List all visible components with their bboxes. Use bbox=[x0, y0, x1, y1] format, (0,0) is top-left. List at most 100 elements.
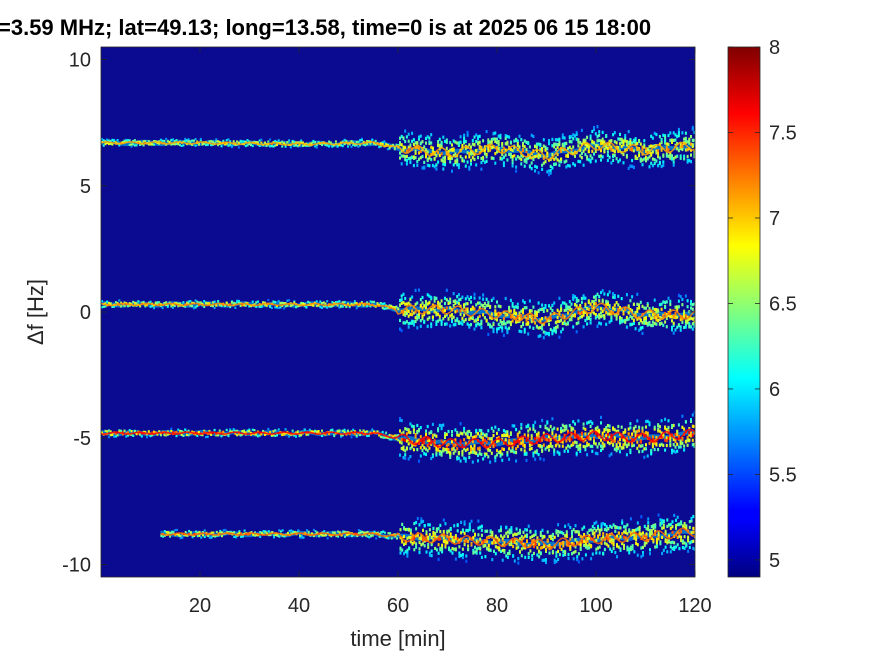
trace-3-cell bbox=[672, 423, 675, 428]
trace-4-cell bbox=[361, 535, 364, 538]
trace-2-cell bbox=[232, 301, 235, 304]
trace-1-cell bbox=[449, 155, 452, 159]
trace-4-cell bbox=[539, 551, 542, 555]
trace-2-cell bbox=[556, 316, 559, 320]
trace-1-cell bbox=[639, 158, 642, 162]
trace-2-cell bbox=[601, 314, 604, 318]
trace-1-cell bbox=[523, 158, 526, 162]
trace-3-cell bbox=[423, 441, 426, 445]
trace-1-cell bbox=[650, 144, 653, 148]
trace-2-cell bbox=[648, 320, 651, 325]
trace-2-cell bbox=[496, 330, 498, 334]
trace-1-cell bbox=[508, 152, 511, 156]
trace-1-cell bbox=[546, 170, 549, 174]
trace-2-cell bbox=[430, 322, 433, 326]
trace-3-cell bbox=[485, 433, 488, 437]
trace-4-cell bbox=[494, 545, 497, 549]
trace-3-cell bbox=[558, 437, 561, 441]
trace-1-cell bbox=[603, 147, 606, 151]
trace-2-cell bbox=[651, 320, 654, 324]
trace-2-cell bbox=[593, 302, 595, 306]
trace-1-cell bbox=[641, 158, 644, 162]
trace-1-cell bbox=[397, 146, 400, 149]
trace-1-cell bbox=[622, 140, 625, 144]
trace-4-cell bbox=[532, 544, 535, 549]
trace-2-cell bbox=[691, 327, 694, 331]
trace-3-cell bbox=[298, 435, 301, 438]
trace-2-cell bbox=[688, 325, 691, 329]
y-tick-label: -5 bbox=[73, 428, 91, 450]
trace-2-cell bbox=[619, 315, 621, 320]
trace-2-cell bbox=[234, 302, 237, 305]
trace-2-cell bbox=[520, 330, 523, 334]
trace-4-cell bbox=[579, 541, 582, 545]
trace-4-cell bbox=[503, 534, 506, 538]
trace-3-cell bbox=[660, 431, 663, 435]
trace-1-cell bbox=[544, 160, 547, 164]
trace-2-cell bbox=[537, 309, 540, 313]
trace-2-cell bbox=[622, 312, 625, 316]
trace-2-cell bbox=[428, 316, 431, 320]
trace-4-cell bbox=[652, 526, 655, 531]
trace-4-cell bbox=[581, 539, 584, 544]
trace-4-cell bbox=[560, 547, 563, 551]
trace-4-cell bbox=[584, 540, 587, 544]
trace-2-cell bbox=[631, 309, 634, 313]
trace-2-cell bbox=[185, 302, 188, 305]
trace-1-cell bbox=[451, 148, 453, 152]
trace-4-cell bbox=[506, 534, 509, 538]
trace-2-cell bbox=[211, 301, 214, 304]
trace-2-cell bbox=[655, 315, 658, 320]
trace-3-cell bbox=[606, 432, 609, 437]
trace-2-cell bbox=[211, 305, 214, 308]
trace-3-cell bbox=[624, 442, 627, 446]
trace-2-cell bbox=[579, 304, 582, 308]
trace-3-cell bbox=[509, 441, 512, 445]
trace-3-cell bbox=[456, 433, 459, 437]
trace-1-cell bbox=[315, 144, 318, 147]
trace-3-cell bbox=[539, 439, 542, 443]
trace-3-cell bbox=[572, 427, 575, 431]
trace-1-cell bbox=[523, 145, 526, 149]
trace-3-cell bbox=[613, 439, 616, 443]
trace-1-cell bbox=[646, 147, 649, 151]
trace-3-cell bbox=[310, 430, 313, 433]
trace-3-cell bbox=[497, 439, 500, 443]
trace-3-cell bbox=[440, 424, 443, 428]
trace-4-cell bbox=[409, 540, 412, 544]
trace-4-cell bbox=[513, 540, 516, 544]
trace-2-cell bbox=[428, 301, 431, 305]
trace-3-cell bbox=[404, 456, 407, 460]
trace-3-cell bbox=[605, 426, 608, 430]
trace-3-cell bbox=[669, 444, 672, 448]
trace-3-cell bbox=[606, 430, 609, 435]
trace-4-cell bbox=[517, 557, 520, 561]
trace-4-cell bbox=[437, 543, 440, 547]
trace-2-cell bbox=[525, 306, 528, 310]
trace-3-cell bbox=[437, 448, 440, 452]
trace-3-cell bbox=[613, 428, 616, 432]
trace-1-cell bbox=[227, 138, 230, 141]
trace-1-cell bbox=[674, 155, 677, 159]
trace-2-cell bbox=[236, 300, 239, 303]
trace-1-cell bbox=[224, 142, 226, 145]
trace-2-cell bbox=[518, 313, 521, 317]
trace-1-cell bbox=[589, 134, 592, 138]
trace-2-cell bbox=[414, 316, 417, 320]
trace-3-cell bbox=[426, 449, 429, 453]
trace-2-cell bbox=[237, 301, 240, 304]
trace-3-cell bbox=[456, 430, 459, 435]
trace-2-cell bbox=[366, 301, 369, 304]
trace-2-cell bbox=[580, 296, 583, 301]
trace-2-cell bbox=[553, 329, 556, 333]
trace-2-cell bbox=[657, 319, 660, 323]
trace-2-cell bbox=[591, 300, 594, 304]
trace-4-cell bbox=[520, 554, 523, 558]
trace-4-cell bbox=[477, 526, 480, 530]
trace-3-cell bbox=[399, 440, 401, 444]
trace-2-cell bbox=[627, 305, 630, 309]
trace-4-cell bbox=[262, 530, 265, 533]
trace-1-cell bbox=[431, 163, 434, 168]
trace-3-cell bbox=[464, 432, 467, 436]
trace-4-cell bbox=[562, 540, 565, 544]
